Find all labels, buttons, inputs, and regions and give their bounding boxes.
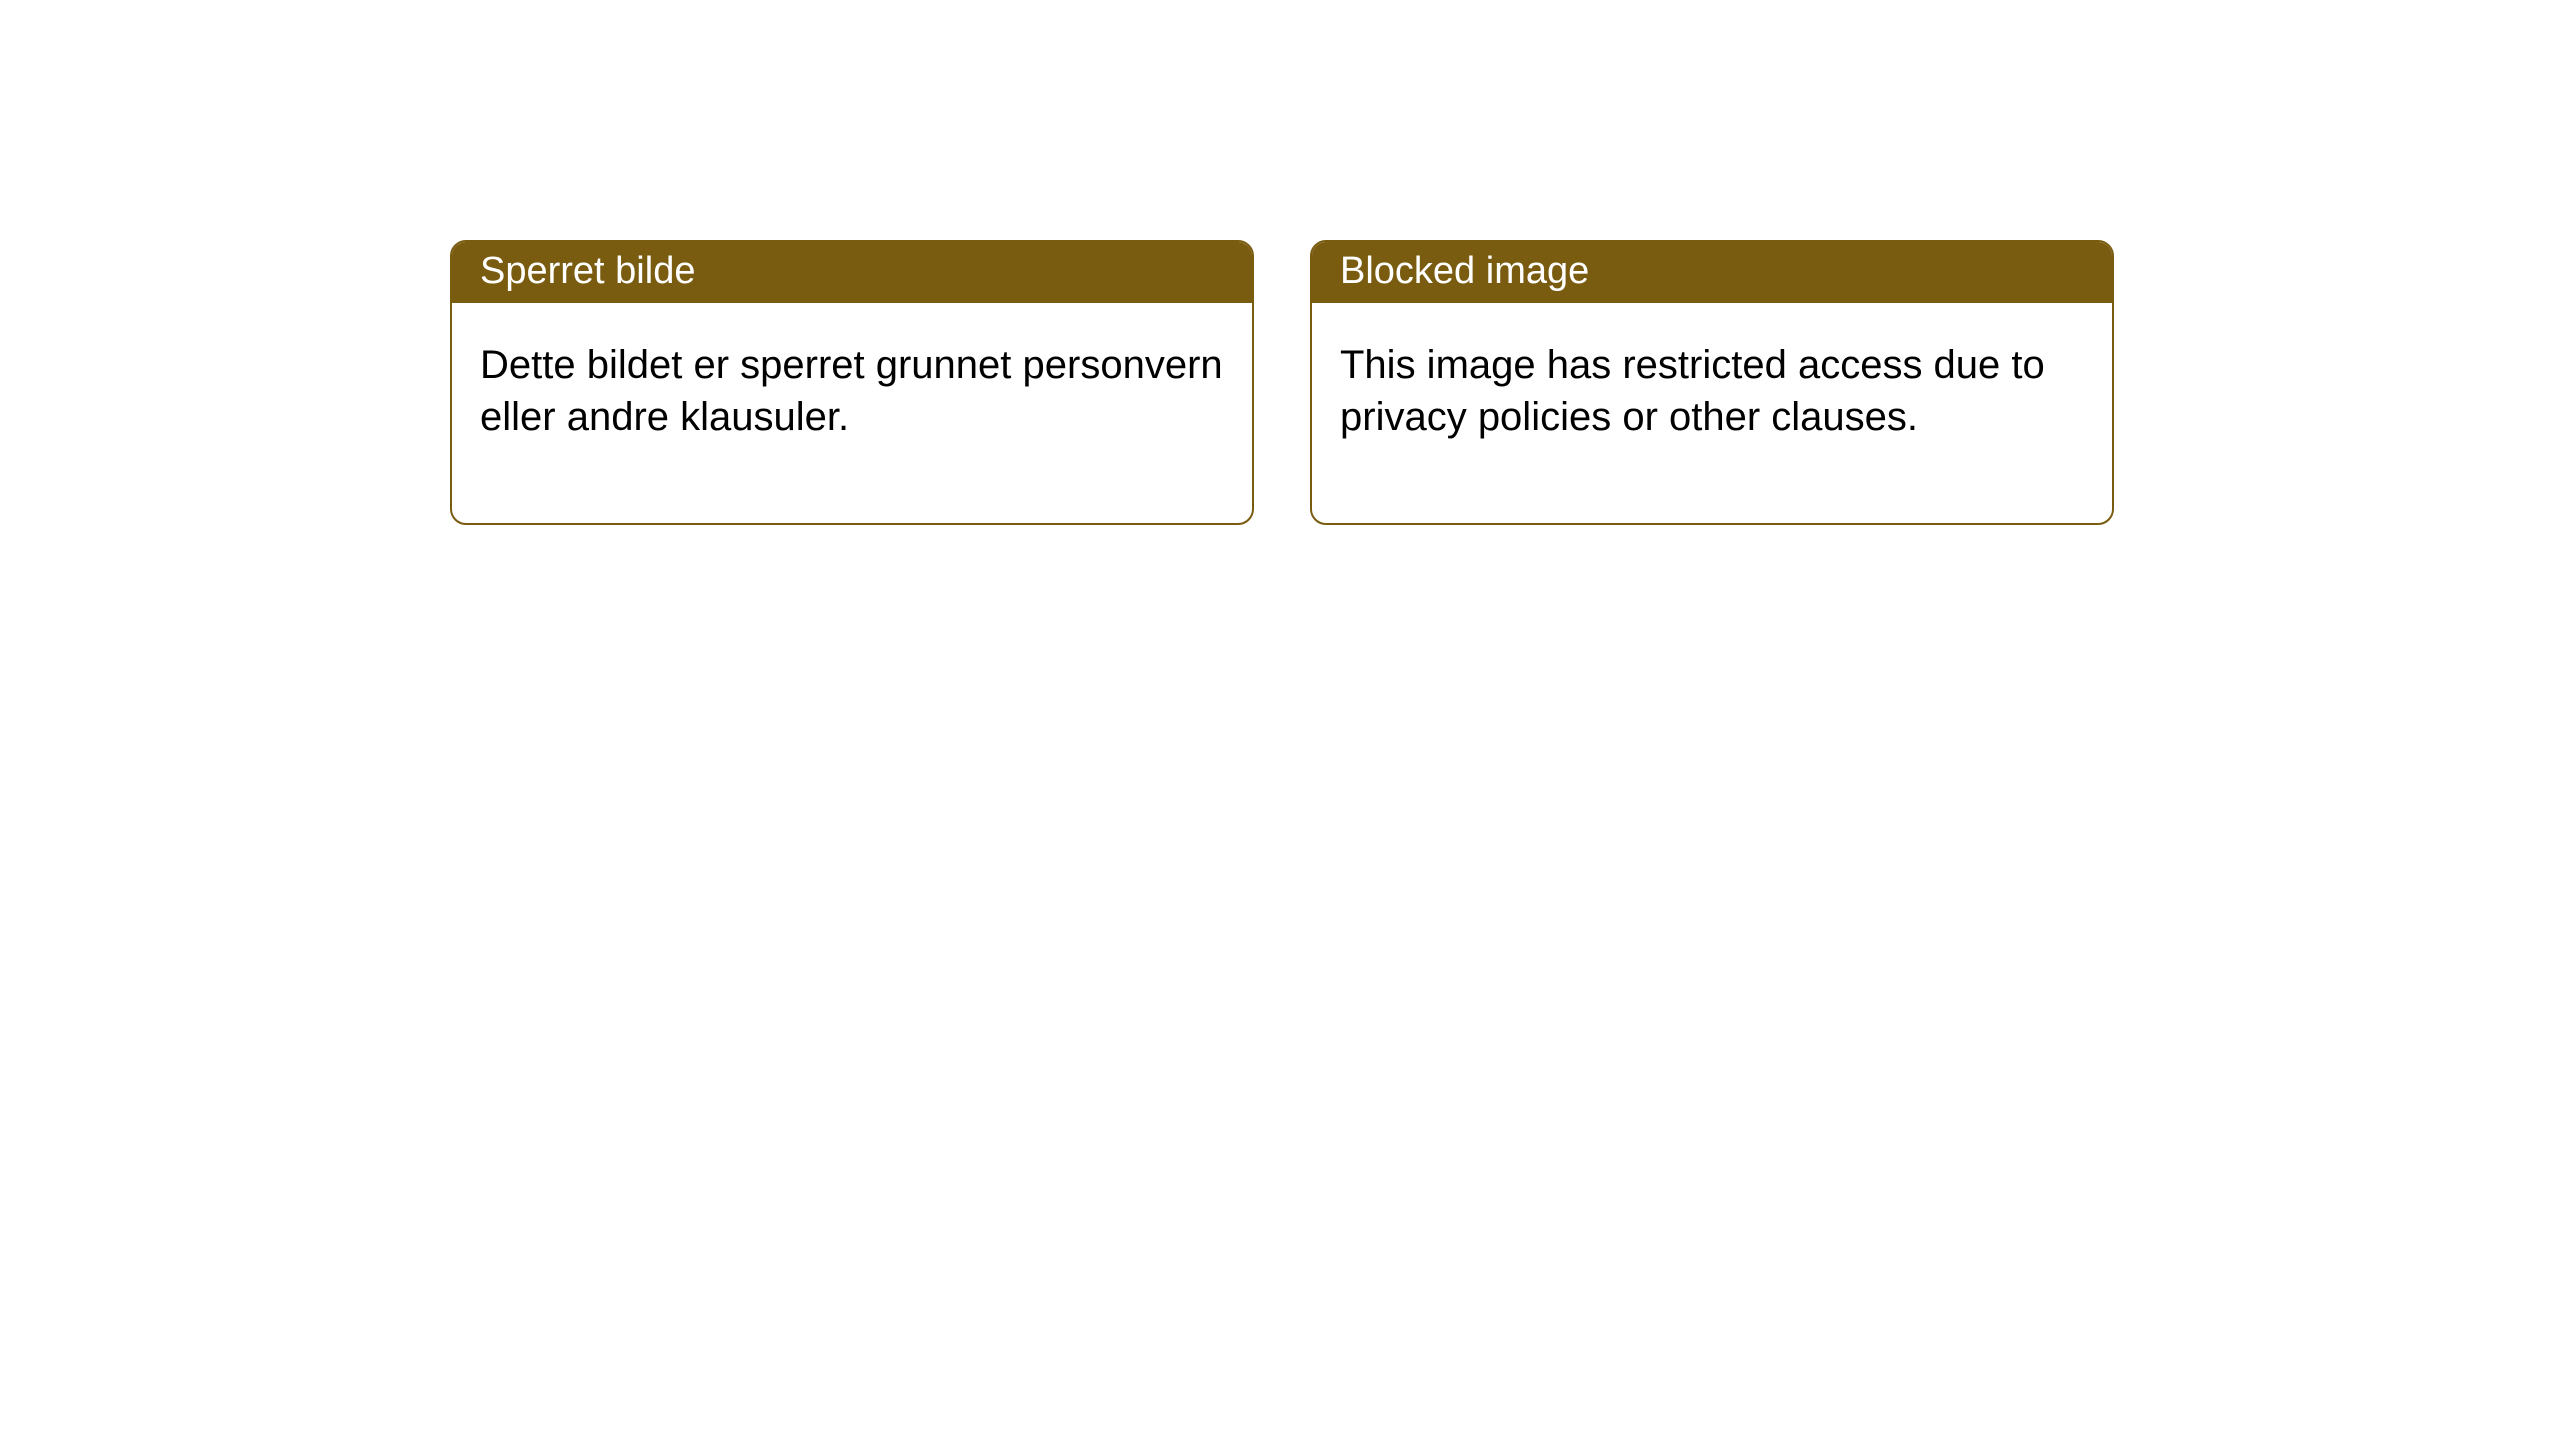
card-header: Blocked image: [1312, 242, 2112, 303]
card-body: This image has restricted access due to …: [1312, 303, 2112, 523]
blocked-card-en: Blocked image This image has restricted …: [1310, 240, 2114, 525]
card-body: Dette bildet er sperret grunnet personve…: [452, 303, 1252, 523]
card-title: Blocked image: [1340, 250, 1589, 292]
card-container: Sperret bilde Dette bildet er sperret gr…: [0, 0, 2560, 525]
card-body-text: This image has restricted access due to …: [1340, 343, 2045, 439]
card-header: Sperret bilde: [452, 242, 1252, 303]
card-title: Sperret bilde: [480, 250, 695, 292]
card-body-text: Dette bildet er sperret grunnet personve…: [480, 343, 1223, 439]
blocked-card-no: Sperret bilde Dette bildet er sperret gr…: [450, 240, 1254, 525]
